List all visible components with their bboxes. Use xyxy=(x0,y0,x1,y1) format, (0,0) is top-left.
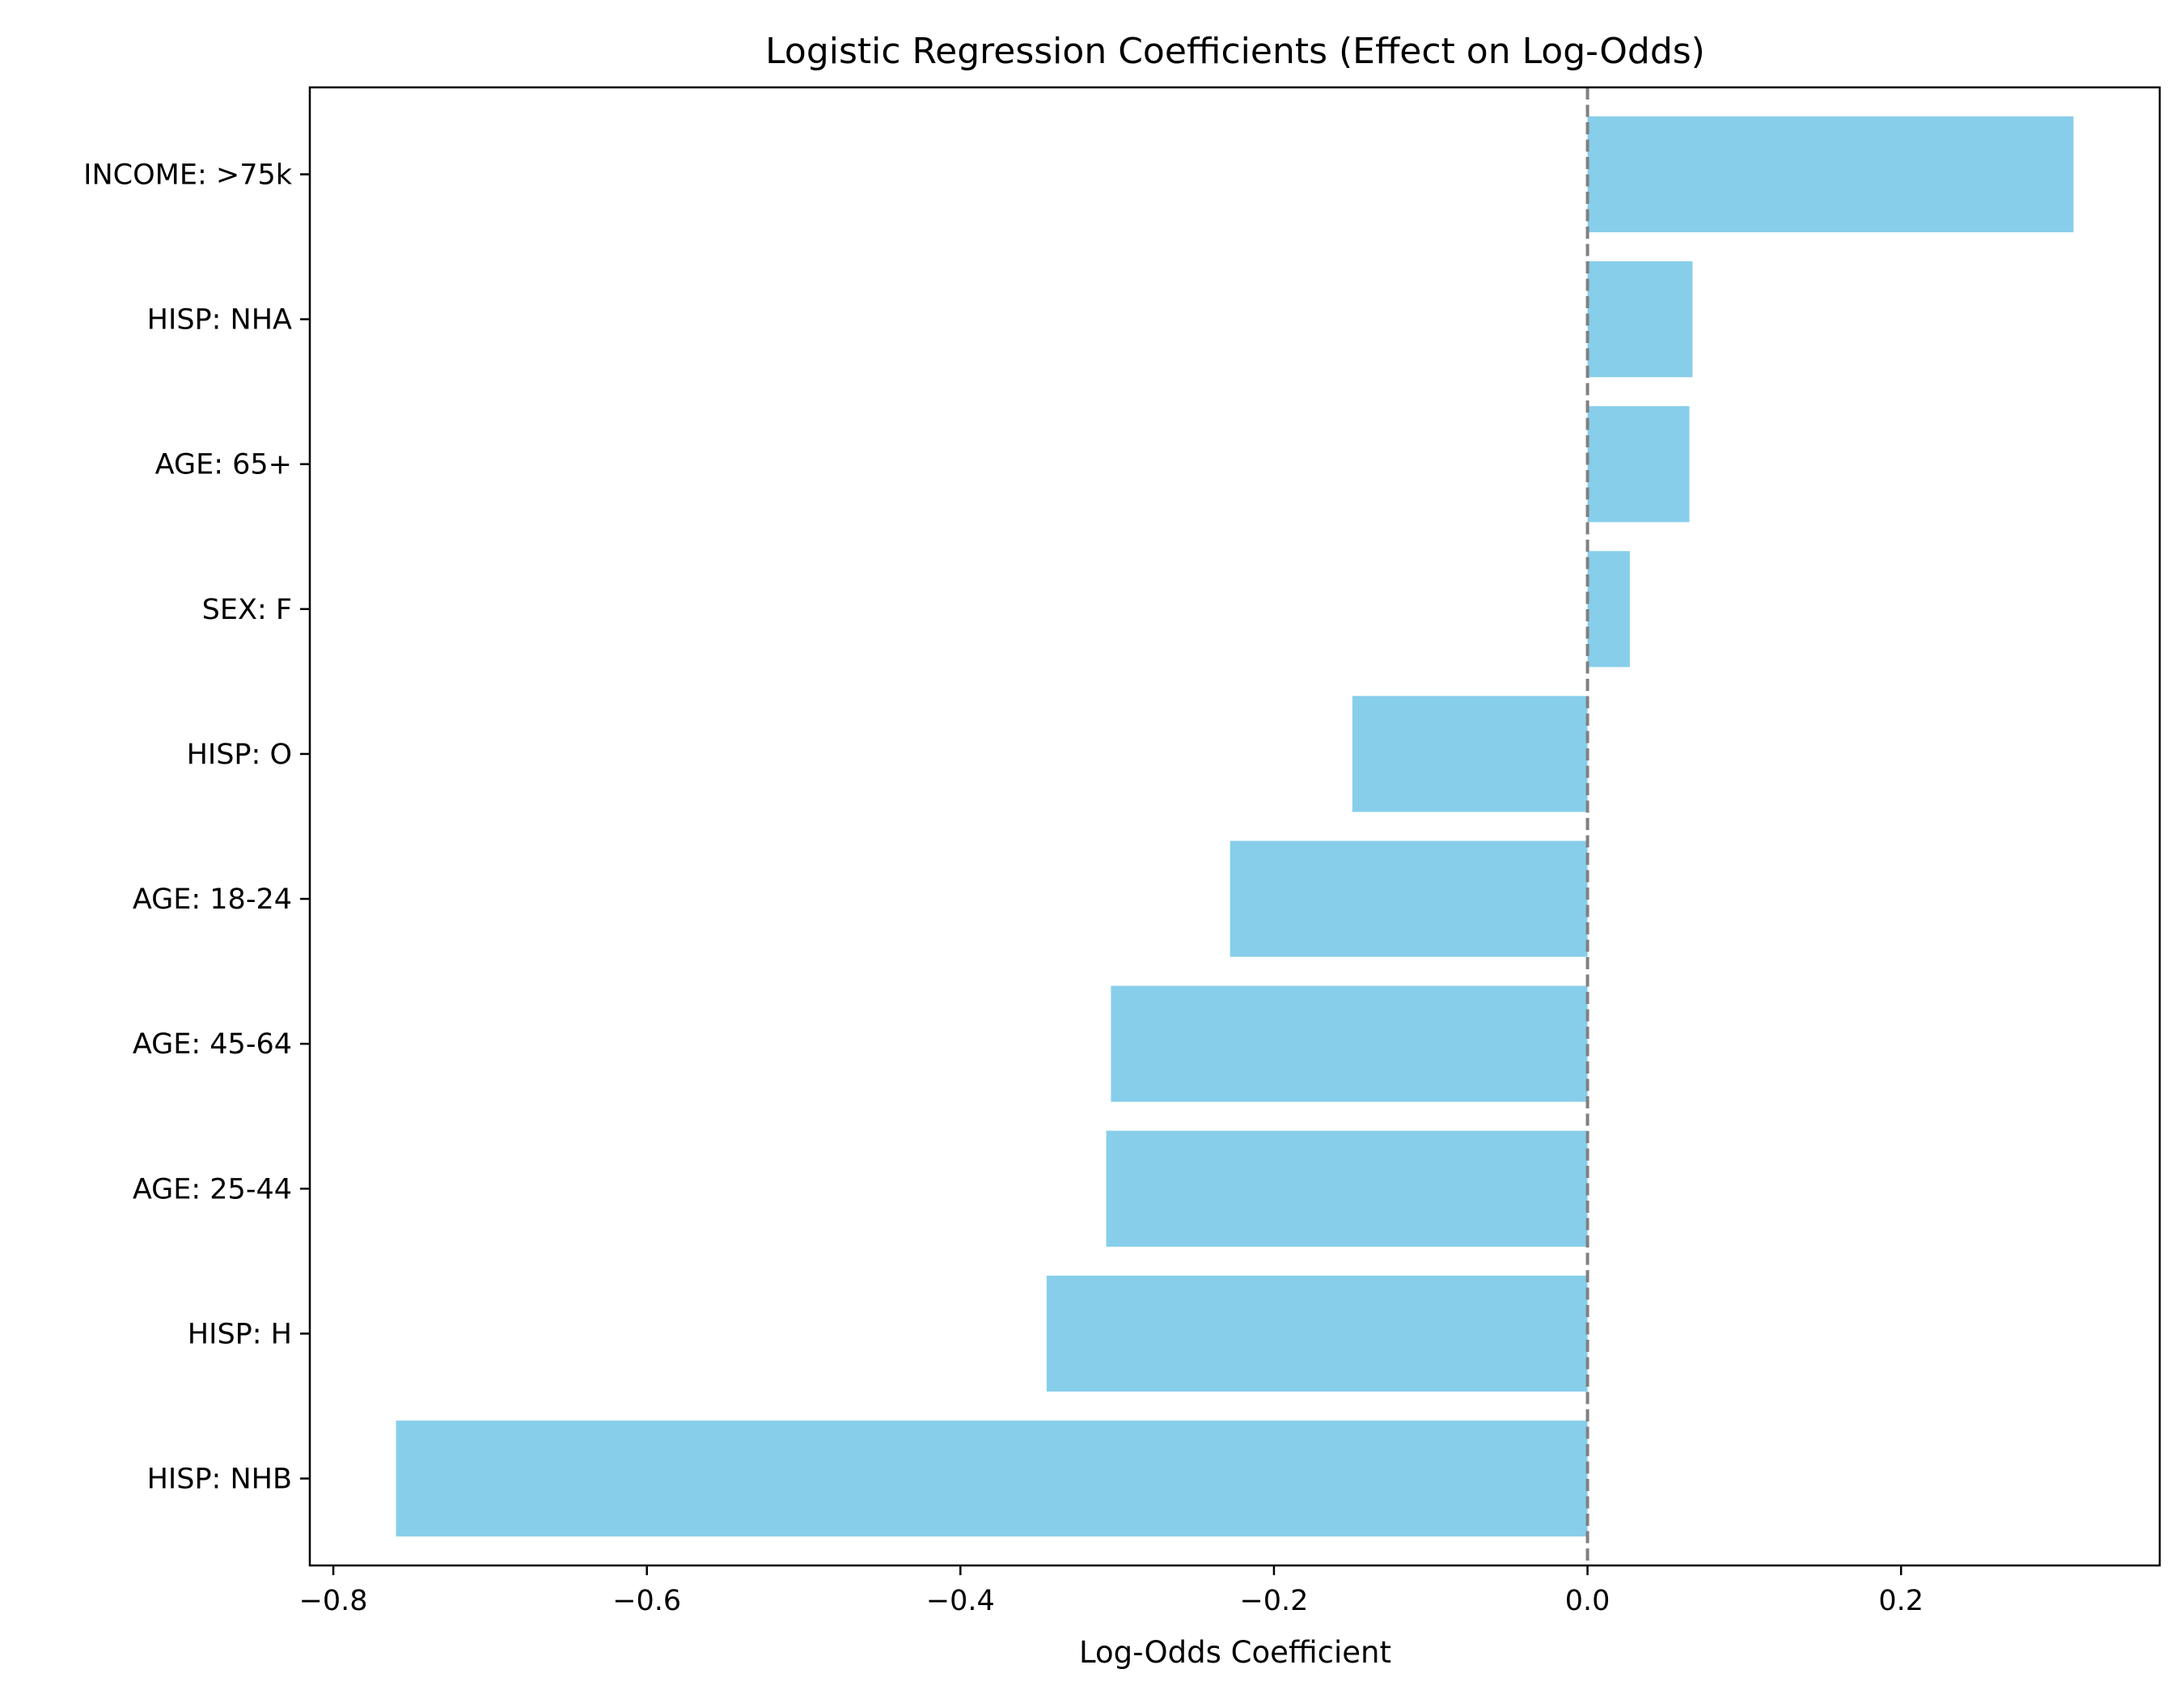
bar-age-18-24 xyxy=(1230,841,1588,957)
x-tick-label: −0.6 xyxy=(612,1585,681,1617)
bar-hisp-nhb xyxy=(396,1420,1588,1537)
bar-income-75k xyxy=(1587,116,2074,233)
y-tick-label-age-18-24: AGE: 18-24 xyxy=(133,883,292,916)
axes-frame xyxy=(308,86,2161,1567)
y-tick-label-hisp-o: HISP: O xyxy=(187,739,292,771)
x-tick-label: −0.4 xyxy=(926,1585,995,1617)
y-axis-ticks: HISP: NHB HISP: H AGE: 25-44 AGE: 45-64 AGE:… xyxy=(83,159,310,1496)
y-tick-label-age-45-64: AGE: 45-64 xyxy=(133,1028,292,1061)
x-axis-label: Log-Odds Coefficient xyxy=(1079,1635,1391,1670)
bar-age-45-64 xyxy=(1111,985,1588,1102)
y-tick-label-hisp-nhb: HISP: NHB xyxy=(147,1464,292,1496)
y-tick-label-sex-f: SEX: F xyxy=(202,594,292,626)
x-tick-label: −0.8 xyxy=(299,1585,368,1617)
bar-hisp-o xyxy=(1352,696,1588,812)
y-tick-label-income-75k: INCOME: >75k xyxy=(83,159,293,191)
y-tick-label-hisp-h: HISP: H xyxy=(188,1318,292,1350)
bar-age-65 xyxy=(1587,406,1690,523)
bar-age-25-44 xyxy=(1106,1130,1588,1247)
y-tick-label-age-25-44: AGE: 25-44 xyxy=(133,1173,292,1205)
bar-hisp-h xyxy=(1046,1275,1588,1392)
x-tick-label: −0.2 xyxy=(1239,1585,1308,1617)
bar-sex-f xyxy=(1587,551,1630,667)
x-tick-label: 0.2 xyxy=(1878,1585,1924,1617)
y-tick-label-hisp-nha: HISP: NHA xyxy=(147,304,292,337)
x-axis-ticks: −0.8 −0.6 −0.4 −0.2 0.0 0.2 xyxy=(299,1565,1924,1617)
chart-title: Logistic Regression Coefficients (Effect… xyxy=(765,31,1705,72)
x-tick-label: 0.0 xyxy=(1565,1585,1610,1617)
y-tick-label-age-65: AGE: 65+ xyxy=(155,449,292,481)
bar-hisp-nha xyxy=(1587,261,1693,378)
bars-group xyxy=(396,116,2074,1537)
